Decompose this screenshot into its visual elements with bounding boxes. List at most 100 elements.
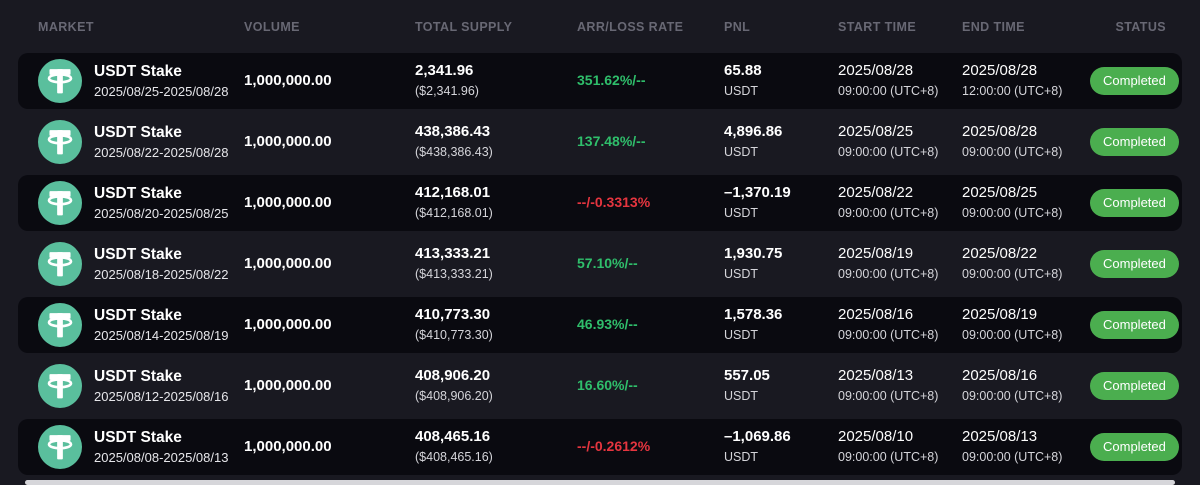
market-cell: USDT Stake 2025/08/14-2025/08/19: [38, 303, 244, 347]
end-time-cell: 2025/08/13 09:00:00 (UTC+8): [962, 428, 1090, 465]
total-supply-value: 408,906.20: [415, 367, 491, 385]
rate-cell: --/-0.2612%: [577, 437, 724, 457]
end-time-cell: 2025/08/28 09:00:00 (UTC+8): [962, 123, 1090, 160]
status-cell: Completed: [1090, 432, 1179, 462]
start-time-cell: 2025/08/13 09:00:00 (UTC+8): [838, 367, 962, 404]
start-date: 2025/08/19: [838, 245, 914, 263]
table-row[interactable]: USDT Stake 2025/08/20-2025/08/25 1,000,0…: [18, 175, 1182, 231]
market-name: USDT Stake: [94, 63, 182, 81]
total-supply-value: 412,168.01: [415, 184, 491, 202]
pnl-cell: 4,896.86 USDT: [724, 123, 838, 160]
market-cell: USDT Stake 2025/08/25-2025/08/28: [38, 59, 244, 103]
end-time-cell: 2025/08/19 09:00:00 (UTC+8): [962, 306, 1090, 343]
status-cell: Completed: [1090, 66, 1179, 96]
market-name: USDT Stake: [94, 368, 182, 386]
pnl-value: 1,930.75: [724, 245, 783, 263]
table-row[interactable]: USDT Stake 2025/08/25-2025/08/28 1,000,0…: [18, 53, 1182, 109]
pnl-unit: USDT: [724, 450, 759, 465]
pnl-unit: USDT: [724, 84, 759, 99]
total-supply-usd: ($413,333.21): [415, 267, 493, 282]
tether-icon: [38, 364, 82, 408]
end-date: 2025/08/22: [962, 245, 1038, 263]
end-time: 09:00:00 (UTC+8): [962, 267, 1063, 282]
rate-cell: 46.93%/--: [577, 315, 724, 335]
total-supply-usd: ($438,386.43): [415, 145, 493, 160]
total-supply-cell: 412,168.01 ($412,168.01): [415, 184, 577, 221]
start-time: 09:00:00 (UTC+8): [838, 389, 939, 404]
start-time: 09:00:00 (UTC+8): [838, 145, 939, 160]
pnl-value: 4,896.86: [724, 123, 783, 141]
start-date: 2025/08/16: [838, 306, 914, 324]
table-row[interactable]: USDT Stake 2025/08/12-2025/08/16 1,000,0…: [18, 358, 1182, 414]
arr-loss-rate: 57.10%/--: [577, 255, 638, 271]
pnl-value: –1,069.86: [724, 428, 791, 446]
column-header-pnl: PNL: [724, 19, 751, 34]
volume-value: 1,000,000.00: [244, 132, 332, 150]
table-row[interactable]: USDT Stake 2025/08/14-2025/08/19 1,000,0…: [18, 297, 1182, 353]
volume-value: 1,000,000.00: [244, 376, 332, 394]
volume-cell: 1,000,000.00: [244, 194, 415, 213]
total-supply-cell: 438,386.43 ($438,386.43): [415, 123, 577, 160]
table-row[interactable]: USDT Stake 2025/08/08-2025/08/13 1,000,0…: [18, 419, 1182, 475]
pnl-unit: USDT: [724, 206, 759, 221]
rate-cell: 137.48%/--: [577, 132, 724, 152]
status-cell: Completed: [1090, 310, 1179, 340]
total-supply-value: 438,386.43: [415, 123, 491, 141]
market-name: USDT Stake: [94, 429, 182, 447]
arr-loss-rate: --/-0.2612%: [577, 438, 651, 454]
pnl-unit: USDT: [724, 267, 759, 282]
end-date: 2025/08/16: [962, 367, 1038, 385]
start-time-cell: 2025/08/16 09:00:00 (UTC+8): [838, 306, 962, 343]
column-header-arr-loss-rate: ARR/LOSS RATE: [577, 19, 684, 34]
volume-value: 1,000,000.00: [244, 193, 332, 211]
arr-loss-rate: --/-0.3313%: [577, 194, 651, 210]
table-header: MARKET VOLUME TOTAL SUPPLY ARR/LOSS RATE…: [18, 0, 1182, 53]
status-badge: Completed: [1090, 371, 1179, 401]
horizontal-scrollbar[interactable]: [25, 480, 1175, 485]
total-supply-value: 413,333.21: [415, 245, 491, 263]
total-supply-cell: 410,773.30 ($410,773.30): [415, 306, 577, 343]
volume-value: 1,000,000.00: [244, 315, 332, 333]
column-header-end-time: END TIME: [962, 19, 1025, 34]
start-time: 09:00:00 (UTC+8): [838, 267, 939, 282]
column-header-total-supply: TOTAL SUPPLY: [415, 19, 513, 34]
market-period: 2025/08/12-2025/08/16: [94, 388, 229, 404]
volume-cell: 1,000,000.00: [244, 377, 415, 396]
end-date: 2025/08/19: [962, 306, 1038, 324]
start-date: 2025/08/22: [838, 184, 914, 202]
status-badge: Completed: [1090, 188, 1179, 218]
end-date: 2025/08/25: [962, 184, 1038, 202]
market-cell: USDT Stake 2025/08/12-2025/08/16: [38, 364, 244, 408]
end-time-cell: 2025/08/16 09:00:00 (UTC+8): [962, 367, 1090, 404]
start-time: 09:00:00 (UTC+8): [838, 206, 939, 221]
market-name: USDT Stake: [94, 307, 182, 325]
market-name: USDT Stake: [94, 246, 182, 264]
tether-icon: [38, 181, 82, 225]
table-body: USDT Stake 2025/08/25-2025/08/28 1,000,0…: [18, 53, 1182, 475]
rate-cell: 57.10%/--: [577, 254, 724, 274]
market-period: 2025/08/22-2025/08/28: [94, 144, 229, 160]
start-time: 09:00:00 (UTC+8): [838, 328, 939, 343]
volume-cell: 1,000,000.00: [244, 255, 415, 274]
start-date: 2025/08/13: [838, 367, 914, 385]
table-row[interactable]: USDT Stake 2025/08/22-2025/08/28 1,000,0…: [18, 114, 1182, 170]
tether-icon: [38, 303, 82, 347]
volume-cell: 1,000,000.00: [244, 133, 415, 152]
volume-value: 1,000,000.00: [244, 437, 332, 455]
total-supply-usd: ($408,465.16): [415, 450, 493, 465]
rate-cell: --/-0.3313%: [577, 193, 724, 213]
end-time: 09:00:00 (UTC+8): [962, 328, 1063, 343]
end-time: 09:00:00 (UTC+8): [962, 450, 1063, 465]
end-time-cell: 2025/08/28 12:00:00 (UTC+8): [962, 62, 1090, 99]
pnl-cell: 557.05 USDT: [724, 367, 838, 404]
total-supply-usd: ($408,906.20): [415, 389, 493, 404]
status-cell: Completed: [1090, 127, 1179, 157]
status-badge: Completed: [1090, 249, 1179, 279]
pnl-cell: 1,578.36 USDT: [724, 306, 838, 343]
volume-cell: 1,000,000.00: [244, 72, 415, 91]
total-supply-value: 408,465.16: [415, 428, 491, 446]
status-badge: Completed: [1090, 66, 1179, 96]
total-supply-cell: 413,333.21 ($413,333.21): [415, 245, 577, 282]
end-time: 09:00:00 (UTC+8): [962, 206, 1063, 221]
table-row[interactable]: USDT Stake 2025/08/18-2025/08/22 1,000,0…: [18, 236, 1182, 292]
